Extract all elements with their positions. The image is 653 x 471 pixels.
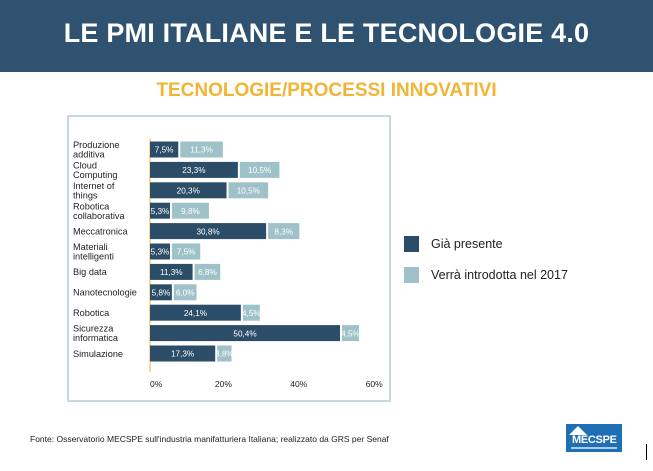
- bar-present: [150, 325, 341, 342]
- data-label-present: 7,5%: [155, 146, 174, 155]
- category-label: collaborativa: [73, 211, 125, 221]
- chart-title: TECNOLOGIE/PROCESSI INNOVATIVI: [156, 80, 497, 101]
- data-label-future: 4,5%: [341, 329, 360, 338]
- header-banner: LE PMI ITALIANE E LE TECNOLOGIE 4.0: [0, 0, 653, 72]
- bar-future: [268, 223, 300, 240]
- x-tick-label: 60%: [366, 379, 383, 389]
- category-label: intelligenti: [73, 252, 114, 262]
- category-label: Materiali: [73, 242, 108, 252]
- data-label-future: 6,0%: [176, 289, 195, 298]
- data-label-future: 8,3%: [274, 227, 293, 236]
- data-label-present: 50,4%: [233, 329, 256, 338]
- bar-present: [150, 161, 238, 178]
- logo-arrow-icon: [569, 426, 587, 435]
- chart-frame: Produzione additiva 7,5% 11,3% Cloud Computin…: [67, 115, 391, 402]
- legend-label-present: Già presente: [431, 237, 503, 251]
- bar-future: [342, 325, 359, 342]
- category-label: Cloud: [73, 160, 97, 170]
- data-label-present: 17,3%: [171, 350, 194, 359]
- bar-present: [150, 304, 241, 321]
- bar-future: [173, 284, 197, 301]
- bar-present: [150, 182, 227, 199]
- category-label: Computing: [73, 170, 117, 180]
- bar-present: [150, 345, 216, 362]
- bar-future: [242, 304, 260, 321]
- legend-swatch-present: [404, 236, 419, 252]
- data-label-present: 23,3%: [182, 166, 205, 175]
- category-label: Internet of: [73, 181, 115, 191]
- data-label-present: 5,3%: [151, 248, 170, 257]
- bar-future: [171, 202, 209, 219]
- bar-present: [150, 223, 267, 240]
- data-label-future: 7,5%: [177, 248, 196, 257]
- x-tick-label: 40%: [290, 379, 307, 389]
- legend-item-present: Già presente: [404, 236, 503, 252]
- data-label-present: 11,3%: [160, 268, 183, 277]
- data-label-present: 30,8%: [196, 227, 219, 236]
- bar-present: [150, 202, 170, 219]
- legend-item-future: Verrà introdotta nel 2017: [404, 267, 568, 283]
- legend-swatch-future: [404, 267, 419, 283]
- bar-present: [150, 284, 172, 301]
- data-label-future: 10,5%: [237, 187, 260, 196]
- category-label: Produzione: [73, 140, 119, 150]
- data-label-present: 5,3%: [151, 207, 170, 216]
- data-label-present: 5,8%: [152, 289, 171, 298]
- bar-future: [171, 243, 201, 260]
- bar-future: [194, 263, 221, 280]
- category-label: Nanotecnologie: [73, 288, 137, 298]
- bar-future: [228, 182, 269, 199]
- category-label: things: [73, 190, 98, 200]
- bar-future: [180, 141, 223, 158]
- logo-text: MECSPE: [572, 434, 617, 446]
- source-note: Fonte: Osservatorio MECSPE sull'industri…: [30, 434, 389, 444]
- x-tick-label: 20%: [215, 379, 232, 389]
- bar-future: [239, 161, 280, 178]
- category-label: Sicurezza: [73, 324, 114, 334]
- bar-present: [150, 141, 179, 158]
- mecspe-logo: MECSPE: [566, 424, 622, 452]
- category-label: Robotica: [73, 308, 110, 318]
- category-label: informatica: [73, 333, 119, 343]
- data-label-present: 24,1%: [184, 309, 207, 318]
- bar-future: [217, 345, 232, 362]
- bar-present: [150, 243, 170, 260]
- data-label-future: 10,5%: [248, 166, 271, 175]
- x-tick-label: 0%: [150, 379, 163, 389]
- data-label-future: 3,8%: [215, 350, 234, 359]
- bar-present: [150, 263, 193, 280]
- category-label: Meccatronica: [73, 226, 129, 236]
- logo-underline: [571, 447, 617, 449]
- data-label-present: 20,3%: [177, 187, 200, 196]
- data-label-future: 4,5%: [242, 309, 261, 318]
- page-title: LE PMI ITALIANE E LE TECNOLOGIE 4.0: [63, 18, 590, 48]
- legend-label-future: Verrà introdotta nel 2017: [431, 268, 568, 282]
- category-label: Robotica: [73, 201, 110, 211]
- edge-divider: [646, 444, 647, 460]
- data-label-future: 6,8%: [198, 268, 217, 277]
- category-label: additiva: [73, 150, 106, 160]
- data-label-future: 11,3%: [190, 146, 213, 155]
- category-label: Simulazione: [73, 349, 123, 359]
- category-label: Big data: [73, 267, 108, 277]
- data-label-future: 9,8%: [181, 207, 200, 216]
